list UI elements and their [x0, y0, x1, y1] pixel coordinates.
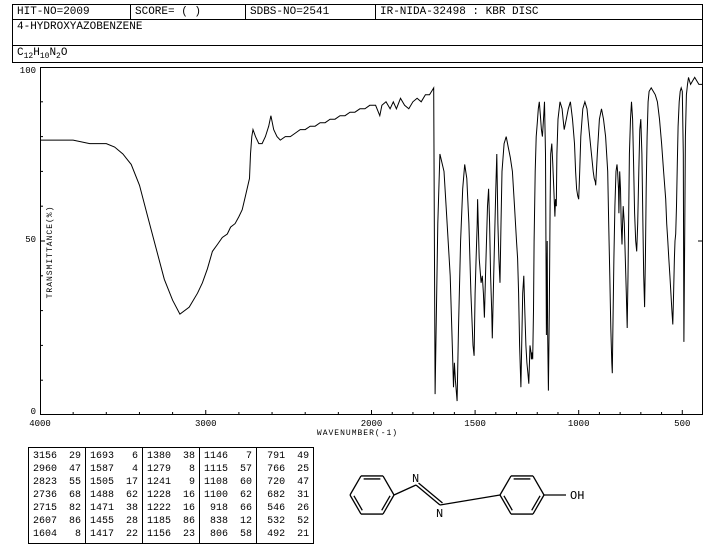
xtick: 2000 — [361, 419, 383, 429]
peak-row: 2823 55 — [33, 476, 81, 489]
peak-row: 3156 29 — [33, 450, 81, 463]
bottom-row: 3156 292960 472823 552736 682715 822607 … — [28, 447, 703, 544]
peak-row: 1604 8 — [33, 528, 81, 541]
molecule-diagram: N N OH — [332, 447, 612, 543]
peak-row: 1279 8 — [147, 463, 195, 476]
x-axis-label: WAVENUMBER(-1) — [317, 429, 398, 438]
xtick: 3000 — [195, 419, 217, 429]
ytick-50: 50 — [18, 235, 36, 245]
ytick-0: 0 — [18, 407, 36, 417]
peak-row: 1222 16 — [147, 502, 195, 515]
peak-row: 1505 17 — [90, 476, 138, 489]
molecular-formula: C12H10N2O — [13, 46, 71, 62]
peak-row: 1455 28 — [90, 515, 138, 528]
peak-column: 1693 61587 41505 171488 621471 381455 28… — [86, 448, 143, 543]
header-box: HIT-NO=2009 SCORE= ( ) SDBS-NO=2541 IR-N… — [12, 4, 703, 63]
peak-column: 1380 381279 81241 91228 161222 161185 86… — [143, 448, 200, 543]
peak-row: 2715 82 — [33, 502, 81, 515]
peak-row: 806 58 — [204, 528, 252, 541]
peak-row: 1488 62 — [90, 489, 138, 502]
peak-row: 2960 47 — [33, 463, 81, 476]
peak-table: 3156 292960 472823 552736 682715 822607 … — [28, 447, 314, 544]
peak-row: 1417 22 — [90, 528, 138, 541]
peak-row: 1156 23 — [147, 528, 195, 541]
svg-text:N: N — [436, 507, 443, 521]
peak-row: 766 25 — [261, 463, 309, 476]
peak-row: 532 52 — [261, 515, 309, 528]
header-row-2: 4-HYDROXYAZOBENZENE — [13, 19, 702, 45]
peak-row: 720 47 — [261, 476, 309, 489]
xtick: 1000 — [568, 419, 590, 429]
xtick: 1500 — [464, 419, 486, 429]
peak-row: 682 31 — [261, 489, 309, 502]
peak-row: 918 66 — [204, 502, 252, 515]
hit-no-cell: HIT-NO=2009 — [13, 5, 131, 19]
peak-row: 1115 57 — [204, 463, 252, 476]
peak-row: 838 12 — [204, 515, 252, 528]
peak-row: 1693 6 — [90, 450, 138, 463]
peak-row: 1587 4 — [90, 463, 138, 476]
peak-row: 1185 86 — [147, 515, 195, 528]
spectrum-plot-svg — [40, 67, 703, 415]
peak-row: 1100 62 — [204, 489, 252, 502]
ytick-100: 100 — [18, 66, 36, 76]
peak-row: 791 49 — [261, 450, 309, 463]
peak-row: 2736 68 — [33, 489, 81, 502]
spectrum-chart: TRANSMITTANCE(%) 100 50 0 40003000200015… — [12, 67, 703, 437]
header-row-3: C12H10N2O — [13, 45, 702, 62]
score-cell: SCORE= ( ) — [131, 5, 246, 19]
peak-row: 1228 16 — [147, 489, 195, 502]
peak-column: 791 49 766 25 720 47 682 31 546 26 532 5… — [257, 448, 313, 543]
peak-row: 492 21 — [261, 528, 309, 541]
peak-row: 1471 38 — [90, 502, 138, 515]
peak-row: 1108 60 — [204, 476, 252, 489]
sdbs-cell: SDBS-NO=2541 — [246, 5, 376, 19]
xtick: 500 — [674, 419, 690, 429]
compound-name: 4-HYDROXYAZOBENZENE — [13, 20, 702, 45]
xtick: 4000 — [29, 419, 51, 429]
peak-column: 3156 292960 472823 552736 682715 822607 … — [29, 448, 86, 543]
ir-cell: IR-NIDA-32498 : KBR DISC — [376, 5, 702, 19]
peak-row: 1146 7 — [204, 450, 252, 463]
peak-column: 1146 71115 571108 601100 62 918 66 838 1… — [200, 448, 257, 543]
peak-row: 546 26 — [261, 502, 309, 515]
header-row-1: HIT-NO=2009 SCORE= ( ) SDBS-NO=2541 IR-N… — [13, 5, 702, 19]
peak-row: 1241 9 — [147, 476, 195, 489]
svg-text:N: N — [412, 472, 419, 486]
svg-text:OH: OH — [570, 489, 584, 503]
peak-row: 1380 38 — [147, 450, 195, 463]
peak-row: 2607 86 — [33, 515, 81, 528]
